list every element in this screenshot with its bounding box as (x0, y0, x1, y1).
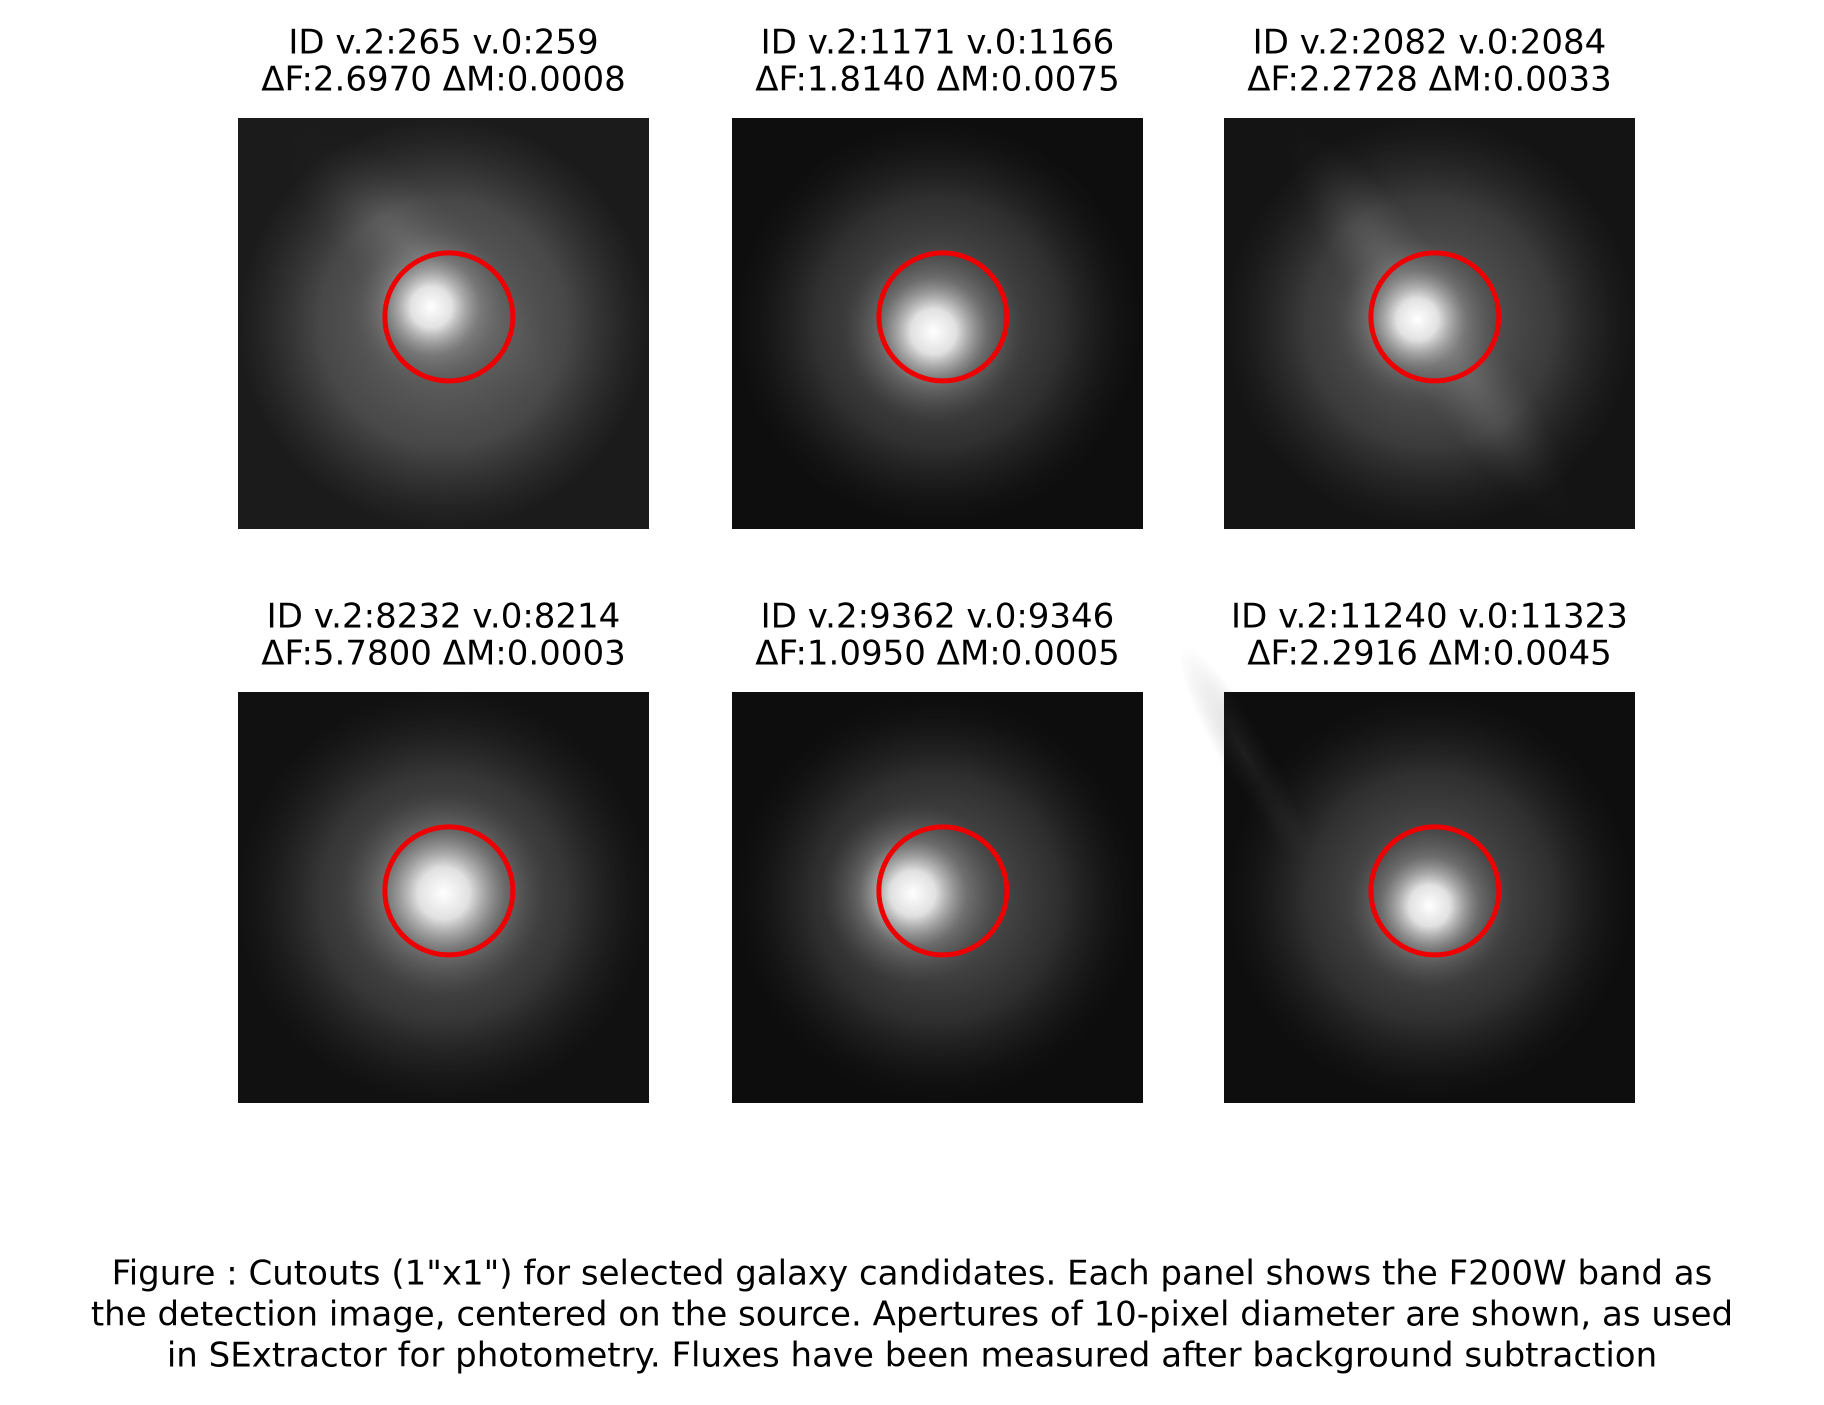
image-vignette (1224, 118, 1635, 529)
panel-subtitle: ΔF:5.7800 ΔM:0.0003 (261, 634, 625, 674)
panel-subtitle: ΔF:1.8140 ΔM:0.0075 (755, 60, 1119, 100)
aperture (382, 250, 516, 384)
caption-line: the detection image, centered on the sou… (91, 1295, 1733, 1335)
cutout-image (238, 118, 649, 529)
panel-title: ID v.2:9362 v.0:9346 (761, 597, 1115, 637)
panel-title: ID v.2:11240 v.0:11323 (1231, 597, 1628, 637)
aperture (876, 824, 1010, 958)
panel-title: ID v.2:8232 v.0:8214 (267, 597, 621, 637)
panel-title: ID v.2:2082 v.0:2084 (1253, 23, 1607, 63)
cutout-image (1224, 118, 1635, 529)
panel-title: ID v.2:265 v.0:259 (288, 23, 598, 63)
cutout-image (732, 692, 1143, 1103)
caption-line: in SExtractor for photometry. Fluxes hav… (167, 1336, 1657, 1376)
panel-subtitle: ΔF:2.6970 ΔM:0.0008 (261, 60, 625, 100)
cutout-image (1179, 646, 1635, 1103)
aperture (1368, 824, 1502, 958)
caption-line: Figure : Cutouts (1"x1") for selected ga… (112, 1254, 1713, 1294)
cutout-image (732, 118, 1143, 529)
panel-title: ID v.2:1171 v.0:1166 (761, 23, 1115, 63)
panel-subtitle: ΔF:2.2728 ΔM:0.0033 (1247, 60, 1611, 100)
image-vignette (732, 692, 1143, 1103)
aperture (382, 824, 516, 958)
image-vignette (732, 118, 1143, 529)
aperture (1368, 250, 1502, 384)
image-vignette (238, 692, 649, 1103)
image-vignette (238, 118, 649, 529)
image-vignette (1224, 692, 1635, 1103)
panel-subtitle: ΔF:1.0950 ΔM:0.0005 (755, 634, 1119, 674)
aperture (876, 250, 1010, 384)
cutout-image (238, 692, 649, 1103)
panel-subtitle: ΔF:2.2916 ΔM:0.0045 (1247, 634, 1611, 674)
